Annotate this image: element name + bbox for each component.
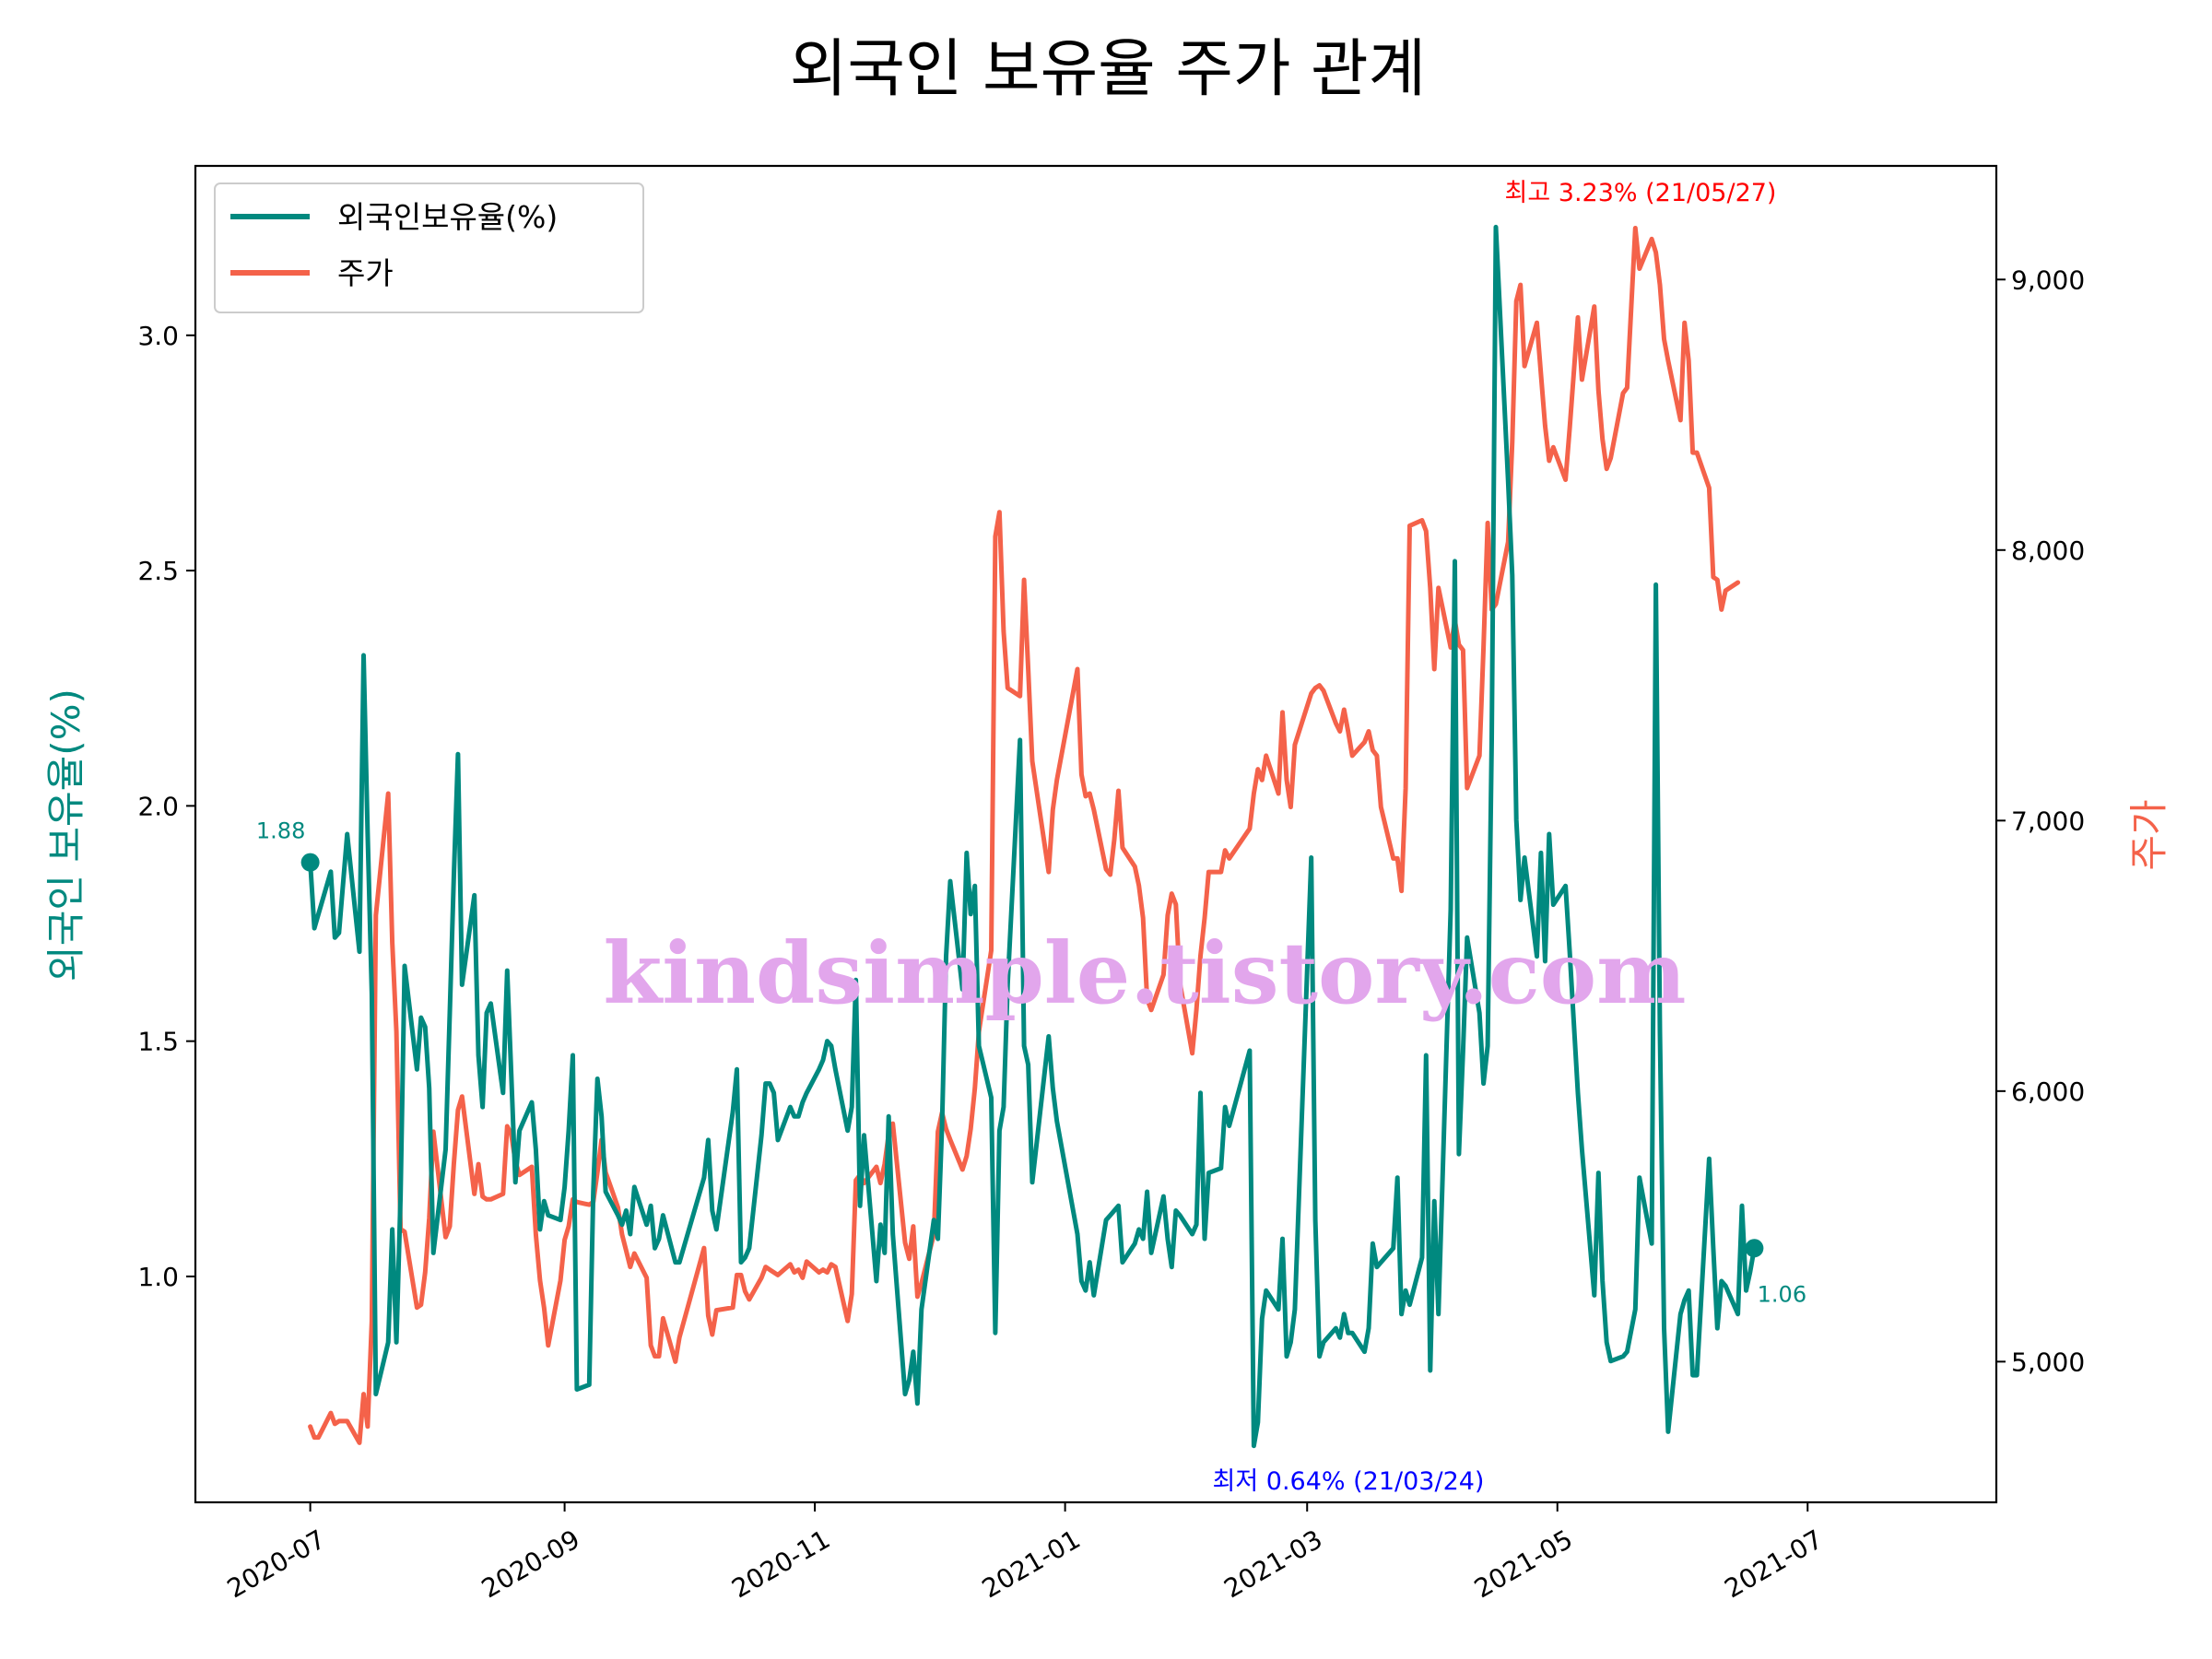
end-point-marker — [1745, 1239, 1764, 1258]
y-left-tick-label: 1.0 — [137, 1262, 179, 1292]
x-tick-label: 2020-09 — [477, 1524, 585, 1604]
legend: 외국인보유율(%) 주가 — [214, 182, 644, 313]
x-tick-label: 2020-11 — [726, 1524, 835, 1604]
x-axis: 2020-07 2020-09 2020-11 2021-01 2021-03 2021-… — [222, 1502, 1828, 1604]
x-tick-label: 2020-07 — [222, 1524, 331, 1604]
y-left-tick-label: 1.5 — [137, 1027, 179, 1057]
y-right-tick-label: 7,000 — [2011, 806, 2085, 836]
series-line-price — [308, 226, 1741, 1445]
legend-label-price: 주가 — [337, 255, 394, 291]
y-right-tick-label: 5,000 — [2011, 1347, 2085, 1377]
end-markers: 1.88 1.06 — [256, 818, 1806, 1308]
end-value-label: 1.06 — [1758, 1281, 1806, 1307]
x-tick-label: 2021-01 — [977, 1524, 1086, 1604]
x-tick-label: 2021-05 — [1469, 1524, 1578, 1604]
start-value-label: 1.88 — [256, 818, 305, 844]
start-point-marker — [300, 853, 320, 872]
y-axis-right: 5,000 6,000 7,000 8,000 9,000 — [1996, 265, 2085, 1377]
chart-title: 외국인 보유율 주가 관계 — [790, 33, 1426, 106]
y-axis-right-label: 주가 — [2126, 799, 2171, 870]
y-right-tick-label: 8,000 — [2011, 535, 2085, 566]
y-left-tick-label: 2.0 — [137, 791, 179, 821]
legend-label-ratio: 외국인보유율(%) — [337, 199, 558, 235]
y-right-tick-label: 9,000 — [2011, 265, 2085, 295]
min-annotation: 최저 0.64% (21/03/24) — [1213, 1467, 1485, 1496]
y-axis-left-label: 외국인 보유율(%) — [43, 688, 88, 982]
x-tick-label: 2021-07 — [1720, 1524, 1829, 1604]
x-tick-label: 2021-03 — [1219, 1524, 1328, 1604]
y-left-tick-label: 2.5 — [137, 556, 179, 586]
series-line-ratio — [308, 224, 1757, 1449]
watermark: kindsimple.tistory.com — [603, 924, 1686, 1023]
y-right-tick-label: 6,000 — [2011, 1077, 2085, 1107]
legend-box — [214, 182, 644, 313]
plot-area — [308, 224, 1757, 1449]
y-axis-left: 1.0 1.5 2.0 2.5 3.0 — [137, 321, 195, 1292]
y-left-tick-label: 3.0 — [137, 321, 179, 351]
max-annotation: 최고 3.23% (21/05/27) — [1505, 179, 1777, 207]
plot-frame — [194, 164, 1998, 1504]
